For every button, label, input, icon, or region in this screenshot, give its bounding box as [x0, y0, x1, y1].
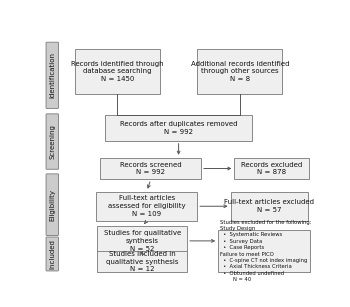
FancyBboxPatch shape — [97, 226, 187, 255]
FancyBboxPatch shape — [105, 115, 252, 141]
Text: Identification: Identification — [49, 52, 55, 98]
FancyBboxPatch shape — [46, 42, 58, 108]
FancyBboxPatch shape — [97, 192, 197, 221]
Text: Full-text articles
assessed for eligibility
N = 109: Full-text articles assessed for eligibil… — [108, 196, 186, 217]
Text: Studies excluded for the following:
Study Design
  •  Systematic Reviews
  •  Su: Studies excluded for the following: Stud… — [220, 220, 311, 282]
Text: Records screened
N = 992: Records screened N = 992 — [120, 161, 182, 175]
FancyBboxPatch shape — [97, 251, 187, 272]
Text: Studies included in
qualitative synthesis
N = 12: Studies included in qualitative synthesi… — [106, 251, 178, 272]
FancyBboxPatch shape — [231, 192, 308, 221]
FancyBboxPatch shape — [100, 158, 201, 179]
Text: Records after duplicates removed
N = 992: Records after duplicates removed N = 992 — [120, 121, 237, 134]
FancyBboxPatch shape — [234, 158, 309, 179]
FancyBboxPatch shape — [46, 174, 58, 235]
Text: Included: Included — [49, 239, 55, 269]
Text: Studies for qualitative
synthesis
N = 52: Studies for qualitative synthesis N = 52 — [104, 230, 181, 252]
FancyBboxPatch shape — [46, 237, 58, 271]
FancyBboxPatch shape — [46, 114, 58, 169]
Text: Additional records identified
through other sources
N = 8: Additional records identified through ot… — [191, 61, 289, 82]
Text: Records excluded
N = 878: Records excluded N = 878 — [241, 161, 302, 175]
Text: Records identified through
database searching
N = 1450: Records identified through database sear… — [71, 61, 164, 82]
FancyBboxPatch shape — [218, 230, 309, 272]
FancyBboxPatch shape — [75, 49, 160, 94]
FancyBboxPatch shape — [197, 49, 282, 94]
Text: Full-text articles excluded
N = 57: Full-text articles excluded N = 57 — [224, 199, 314, 213]
Text: Eligibility: Eligibility — [49, 189, 55, 221]
Text: Screening: Screening — [49, 124, 55, 159]
